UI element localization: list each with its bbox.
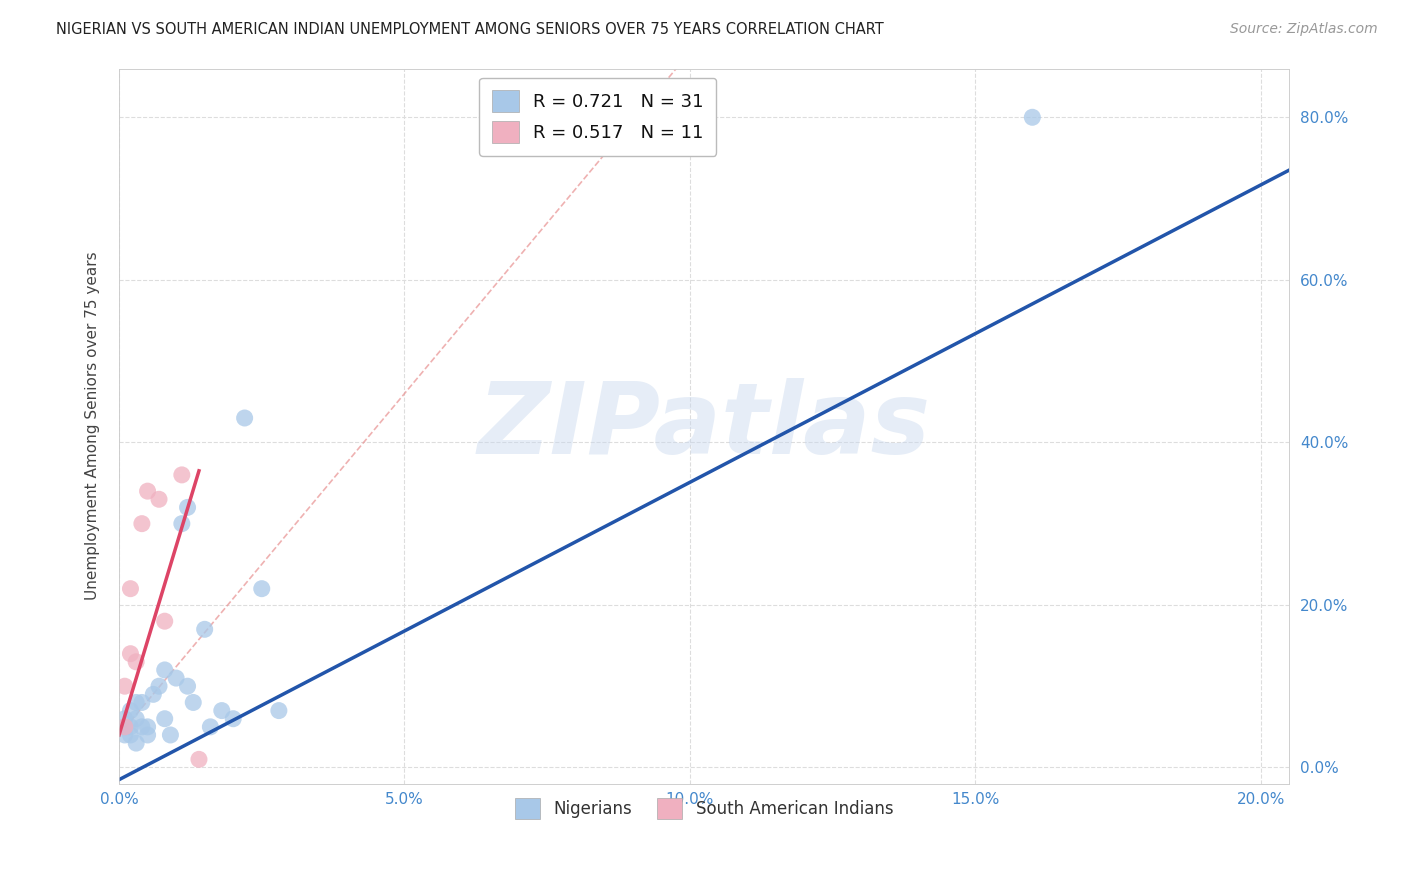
- Point: [159, 728, 181, 742]
- Point: [181, 696, 204, 710]
- Point: [136, 728, 159, 742]
- Legend: Nigerians, South American Indians: Nigerians, South American Indians: [509, 792, 900, 825]
- Point: [120, 720, 142, 734]
- Point: [176, 679, 198, 693]
- Point: [148, 492, 170, 507]
- Text: NIGERIAN VS SOUTH AMERICAN INDIAN UNEMPLOYMENT AMONG SENIORS OVER 75 YEARS CORRE: NIGERIAN VS SOUTH AMERICAN INDIAN UNEMPL…: [56, 22, 884, 37]
- Point: [165, 671, 187, 685]
- Point: [120, 704, 142, 718]
- Point: [153, 712, 176, 726]
- Point: [153, 614, 176, 628]
- Point: [194, 623, 217, 637]
- Point: [120, 728, 142, 742]
- Point: [114, 679, 136, 693]
- Point: [114, 720, 136, 734]
- Point: [250, 582, 273, 596]
- Point: [125, 736, 148, 750]
- Text: ZIPatlas: ZIPatlas: [478, 377, 931, 475]
- Text: Source: ZipAtlas.com: Source: ZipAtlas.com: [1230, 22, 1378, 37]
- Point: [176, 500, 198, 515]
- Point: [131, 696, 153, 710]
- Point: [120, 582, 142, 596]
- Point: [125, 712, 148, 726]
- Point: [114, 720, 136, 734]
- Point: [131, 516, 153, 531]
- Point: [1021, 110, 1043, 124]
- Point: [170, 467, 193, 482]
- Point: [125, 655, 148, 669]
- Point: [148, 679, 170, 693]
- Point: [233, 411, 256, 425]
- Point: [200, 720, 222, 734]
- Y-axis label: Unemployment Among Seniors over 75 years: Unemployment Among Seniors over 75 years: [86, 252, 100, 600]
- Point: [136, 720, 159, 734]
- Point: [114, 712, 136, 726]
- Point: [125, 696, 148, 710]
- Point: [114, 728, 136, 742]
- Point: [211, 704, 233, 718]
- Point: [153, 663, 176, 677]
- Point: [267, 704, 290, 718]
- Point: [142, 687, 165, 701]
- Point: [120, 647, 142, 661]
- Point: [131, 720, 153, 734]
- Point: [136, 484, 159, 499]
- Point: [170, 516, 193, 531]
- Point: [188, 752, 211, 766]
- Point: [222, 712, 245, 726]
